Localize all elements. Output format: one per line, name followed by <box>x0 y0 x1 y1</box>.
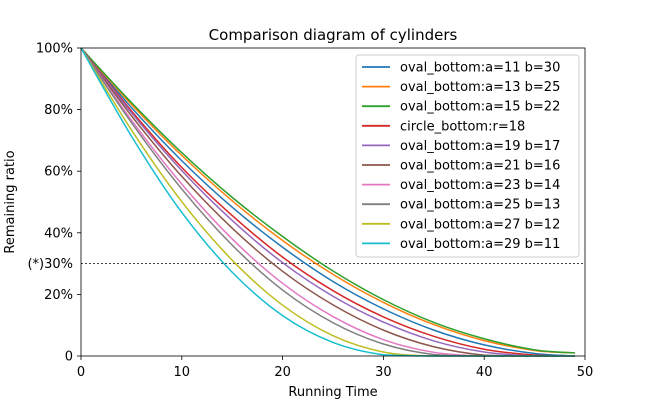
x-tick-label: 20 <box>274 365 291 380</box>
y-tick-label: 80% <box>44 103 73 118</box>
legend-box <box>355 54 580 258</box>
x-tick-label: 50 <box>577 365 594 380</box>
legend-label: oval_bottom:a=29 b=11 <box>400 237 560 252</box>
plot-frame <box>80 47 586 357</box>
legend-label: oval_bottom:a=27 b=12 <box>400 217 560 232</box>
reference-line-label: (*)30% <box>27 257 73 272</box>
y-tick-label: 20% <box>44 288 73 303</box>
legend-label: oval_bottom:a=25 b=13 <box>400 198 560 213</box>
legend-label: circle_bottom:r=18 <box>400 119 525 134</box>
legend-label: oval_bottom:a=23 b=14 <box>400 178 560 193</box>
chart-title: Comparison diagram of cylinders <box>209 26 458 44</box>
x-tick-label: 10 <box>174 365 191 380</box>
x-tick-label: 40 <box>476 365 493 380</box>
y-axis-label: Remaining ratio <box>3 150 18 253</box>
legend-label: oval_bottom:a=21 b=16 <box>400 159 560 174</box>
x-axis-label: Running Time <box>288 385 377 400</box>
x-tick-label: 30 <box>375 365 392 380</box>
series-line-4 <box>80 47 575 357</box>
plot-area: (*)30% 0 10 20 30 40 50 0 20% 40% 60% 80% 100% <box>27 42 593 381</box>
y-tick-label: 0 <box>65 350 73 365</box>
legend: oval_bottom:a=11 b=30 oval_bottom:a=13 b=… <box>355 54 580 258</box>
legend-label: oval_bottom:a=15 b=22 <box>400 100 560 115</box>
y-tick-label: 60% <box>44 165 73 180</box>
legend-label: oval_bottom:a=19 b=17 <box>400 139 560 154</box>
series-line-5 <box>80 47 575 357</box>
series-line-3 <box>80 47 575 354</box>
legend-label: oval_bottom:a=13 b=25 <box>400 80 560 95</box>
series-line-2 <box>80 47 575 354</box>
series-line-1 <box>80 47 575 357</box>
y-tick-label: 100% <box>36 42 73 57</box>
x-tick-label: 0 <box>77 365 85 380</box>
legend-label: oval_bottom:a=11 b=30 <box>400 61 560 76</box>
y-tick-label: 40% <box>44 226 73 241</box>
